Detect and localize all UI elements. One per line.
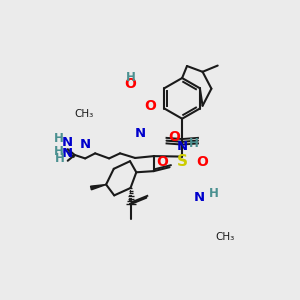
Text: N: N xyxy=(62,136,73,149)
Text: H: H xyxy=(55,152,65,165)
Polygon shape xyxy=(91,184,106,190)
Text: H: H xyxy=(53,132,63,145)
Text: H: H xyxy=(209,187,219,200)
Text: N: N xyxy=(177,140,188,153)
Text: N: N xyxy=(62,147,73,160)
Text: O: O xyxy=(156,155,168,170)
Text: N: N xyxy=(194,191,205,204)
Text: N: N xyxy=(135,127,146,140)
Text: CH₃: CH₃ xyxy=(215,232,234,242)
Text: O: O xyxy=(168,130,180,144)
Text: S: S xyxy=(177,154,188,169)
Text: O: O xyxy=(196,155,208,170)
Text: CH₃: CH₃ xyxy=(74,109,94,119)
Text: H: H xyxy=(54,146,64,158)
Text: O: O xyxy=(124,77,136,91)
Text: O: O xyxy=(145,100,156,113)
Text: H: H xyxy=(189,137,199,150)
Text: H: H xyxy=(126,70,135,84)
Text: N: N xyxy=(80,138,91,151)
